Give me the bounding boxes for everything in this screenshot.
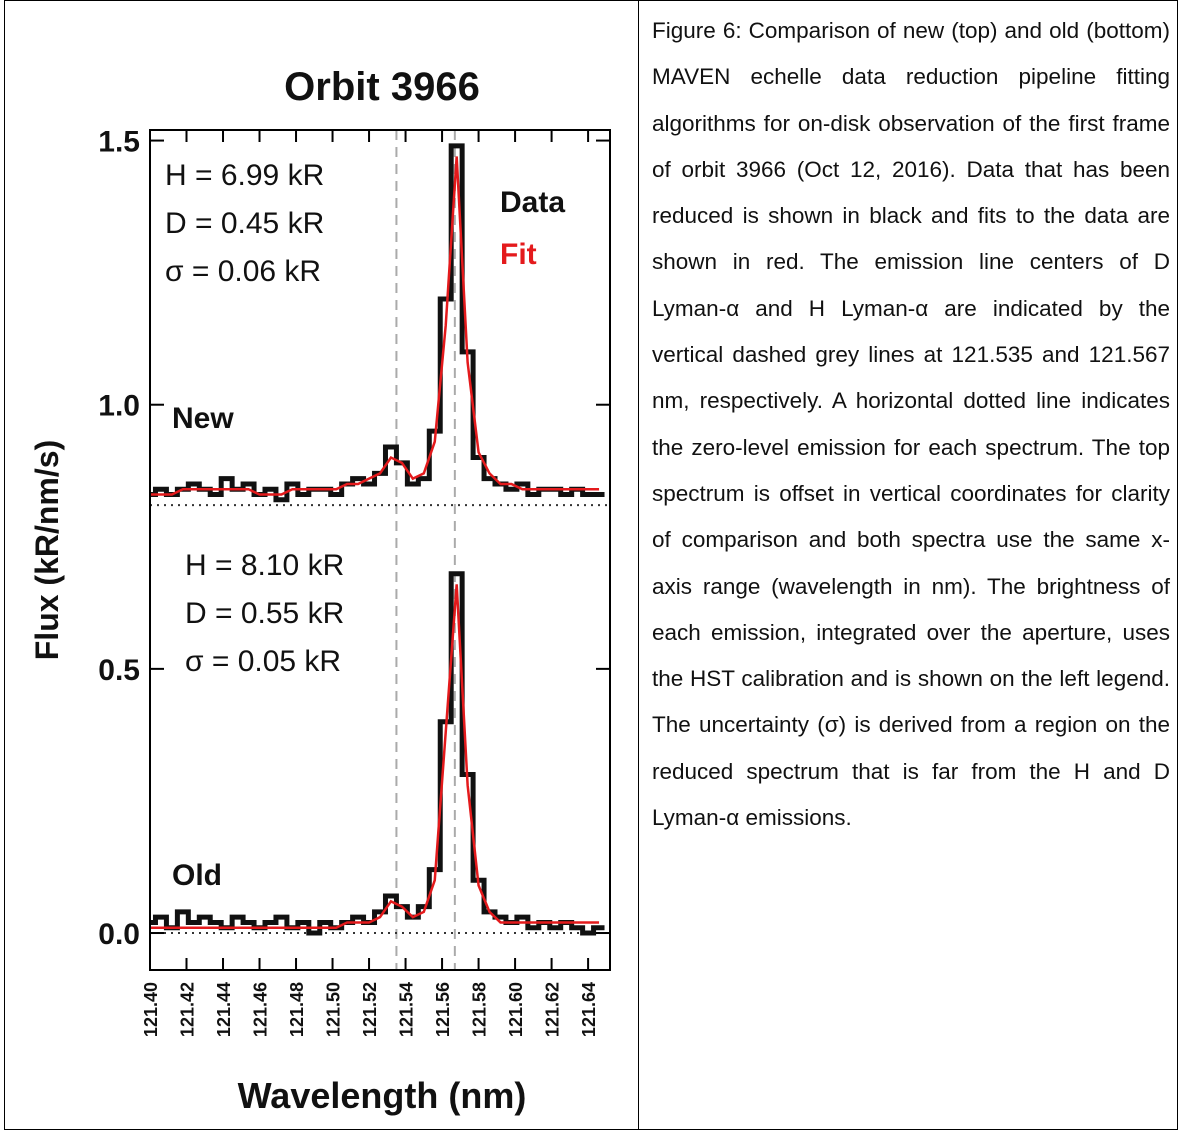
x-tick-label: 121.58 (470, 982, 490, 1037)
y-tick-label: 0.5 (98, 654, 140, 687)
chart: Orbit 3966 Flux (kR/nm/s) Wavelength (nm… (29, 65, 611, 1116)
x-tick-label: 121.44 (214, 982, 234, 1037)
y-tick-label: 1.5 (98, 126, 140, 159)
x-tick-label: 121.40 (141, 982, 161, 1037)
x-tick-label: 121.54 (397, 982, 417, 1037)
fit-curve (150, 156, 600, 496)
chart-title: Orbit 3966 (284, 65, 480, 109)
fit-result: H = 6.99 kR (165, 159, 324, 192)
x-tick-label: 121.42 (178, 982, 198, 1037)
legend-entry: Fit (500, 238, 537, 271)
fit-result: σ = 0.06 kR (165, 255, 321, 288)
x-tick-label: 121.60 (506, 982, 526, 1037)
fit-curve (150, 584, 600, 929)
plot-frame (149, 129, 611, 971)
panel-label: New (172, 402, 234, 435)
x-axis-label: Wavelength (nm) (238, 1075, 527, 1116)
y-axis-label: Flux (kR/nm/s) (29, 440, 65, 660)
x-tick-label: 121.48 (287, 982, 307, 1037)
caption: Figure 6: Comparison of new (top) and ol… (652, 18, 1170, 831)
fit-result: D = 0.45 kR (165, 207, 324, 240)
x-tick-label: 121.62 (543, 982, 563, 1037)
cell-divider (638, 0, 639, 1130)
fit-result: D = 0.55 kR (185, 597, 344, 630)
x-tick-label: 121.50 (324, 982, 344, 1037)
x-tick-label: 121.64 (579, 982, 599, 1037)
y-tick-label: 1.0 (98, 390, 140, 423)
legend-entry: Data (500, 186, 565, 219)
x-tick-label: 121.52 (360, 982, 380, 1037)
fit-result: H = 8.10 kR (185, 549, 344, 582)
y-tick-label: 0.0 (98, 918, 140, 951)
fit-result: σ = 0.05 kR (185, 645, 341, 678)
x-tick-label: 121.56 (433, 982, 453, 1037)
x-tick-label: 121.46 (251, 982, 271, 1037)
panel-label: Old (172, 859, 222, 892)
